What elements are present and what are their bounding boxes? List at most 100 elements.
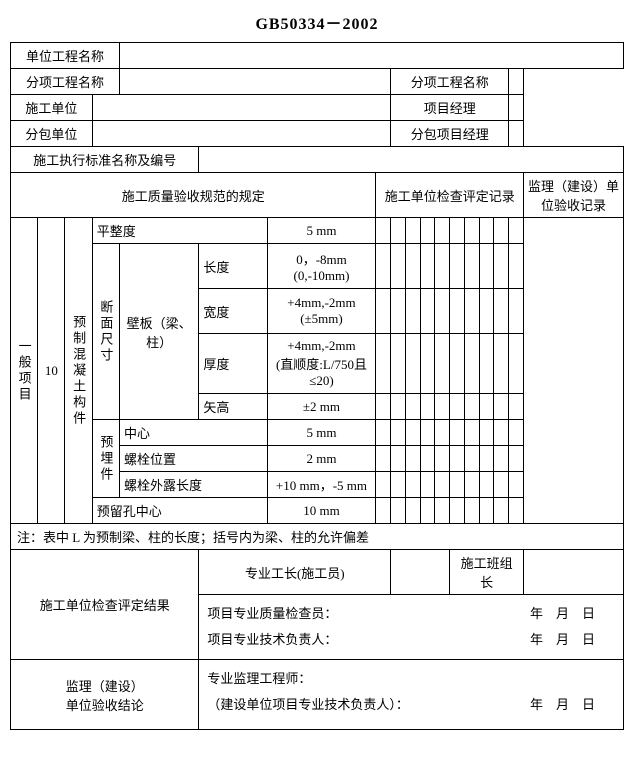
date2: 年 月 日 [530,627,595,653]
sag-tol: ±2 mm [267,394,376,420]
sag-label: 矢高 [199,394,267,420]
sub-project-name-label: 分项工程名称 [11,69,120,95]
grid-cell [420,420,435,446]
grid-cell [391,244,406,289]
grid-cell [494,289,509,334]
grid-cell [435,446,450,472]
project-manager-value [509,95,524,121]
team-leader-value [523,550,623,595]
row-number: 10 [38,218,65,524]
subcontract-pm-value [509,121,524,147]
grid-cell [450,420,465,446]
grid-cell [509,334,524,394]
note: 注：表中 L 为预制梁、柱的长度；括号内为梁、柱的允许偏差 [11,524,624,550]
check-result-label: 施工单位检查评定结果 [11,550,199,660]
grid-cell [405,472,420,498]
project-manager-label: 项目经理 [391,95,509,121]
grid-cell [420,289,435,334]
supervision-engineer-label: 专业监理工程师： [207,666,615,692]
grid-cell [435,394,450,420]
unit-project-name-value [119,43,623,69]
grid-cell [509,289,524,334]
reserved-hole-tol: 10 mm [267,498,376,524]
grid-cell [376,394,391,420]
grid-cell [479,472,494,498]
bolt-pos-label: 螺栓位置 [119,446,267,472]
grid-cell [435,289,450,334]
sub-project-name-value [119,69,390,95]
grid-cell [391,289,406,334]
grid-cell [435,472,450,498]
grid-cell [450,446,465,472]
grid-cell [494,218,509,244]
quality-spec-header: 施工质量验收规范的规定 [11,173,376,218]
grid-cell [435,218,450,244]
width-label: 宽度 [199,289,267,334]
grid-cell [509,218,524,244]
flatness-label: 平整度 [92,218,267,244]
subcontract-unit-label: 分包单位 [11,121,93,147]
grid-cell [391,498,406,524]
grid-cell [494,334,509,394]
grid-cell [405,446,420,472]
grid-cell [464,394,479,420]
grid-cell [391,420,406,446]
grid-cell [405,334,420,394]
grid-cell [405,244,420,289]
grid-cell [405,218,420,244]
width-tol: +4mm,-2mm (±5mm) [267,289,376,334]
grid-cell [376,244,391,289]
grid-cell [391,394,406,420]
grid-cell [464,498,479,524]
grid-cell [509,394,524,420]
quality-inspector-label: 项目专业质量检查员： [207,606,337,621]
component-label: 预制混凝土构件 [65,218,92,524]
bolt-exposed-tol: +10 mm，-5 mm [267,472,376,498]
grid-cell [509,244,524,289]
grid-cell [376,420,391,446]
grid-cell [494,446,509,472]
signature-block-2: 专业监理工程师： （建设单位项目专业技术负责人）：年 月 日 [199,660,624,730]
grid-cell [391,218,406,244]
grid-cell [509,472,524,498]
subcontract-unit-value [92,121,391,147]
grid-cell [435,334,450,394]
grid-cell [450,244,465,289]
reserved-hole-label: 预留孔中心 [92,498,267,524]
grid-cell [450,394,465,420]
grid-cell [420,334,435,394]
grid-cell [479,334,494,394]
grid-cell [450,472,465,498]
supervision-record-cell [523,218,623,524]
grid-cell [464,420,479,446]
grid-cell [464,289,479,334]
grid-cell [464,446,479,472]
grid-cell [479,498,494,524]
grid-cell [405,498,420,524]
bolt-pos-tol: 2 mm [267,446,376,472]
grid-cell [509,498,524,524]
foreman-value [391,550,450,595]
grid-cell [450,218,465,244]
sub-project-name-label2: 分项工程名称 [391,69,509,95]
sub-project-name-value2 [509,69,524,95]
grid-cell [376,498,391,524]
grid-cell [479,289,494,334]
supervision-record-header: 监理（建设）单位验收记录 [523,173,623,218]
section-dim-label: 断面尺寸 [92,244,119,420]
grid-cell [420,446,435,472]
doc-title: GB50334－2002 [10,10,624,34]
tech-leader-label: 项目专业技术负责人： [207,632,337,647]
bolt-exposed-label: 螺栓外露长度 [119,472,267,498]
grid-cell [450,334,465,394]
main-table: 单位工程名称 分项工程名称 分项工程名称 施工单位 项目经理 分包单位 分包项目… [10,42,624,730]
length-tol: 0，-8mm (0,-10mm) [267,244,376,289]
grid-cell [420,472,435,498]
grid-cell [479,394,494,420]
grid-cell [494,472,509,498]
grid-cell [494,420,509,446]
grid-cell [420,218,435,244]
grid-cell [391,472,406,498]
foreman-label: 专业工长(施工员) [199,550,391,595]
grid-cell [494,498,509,524]
